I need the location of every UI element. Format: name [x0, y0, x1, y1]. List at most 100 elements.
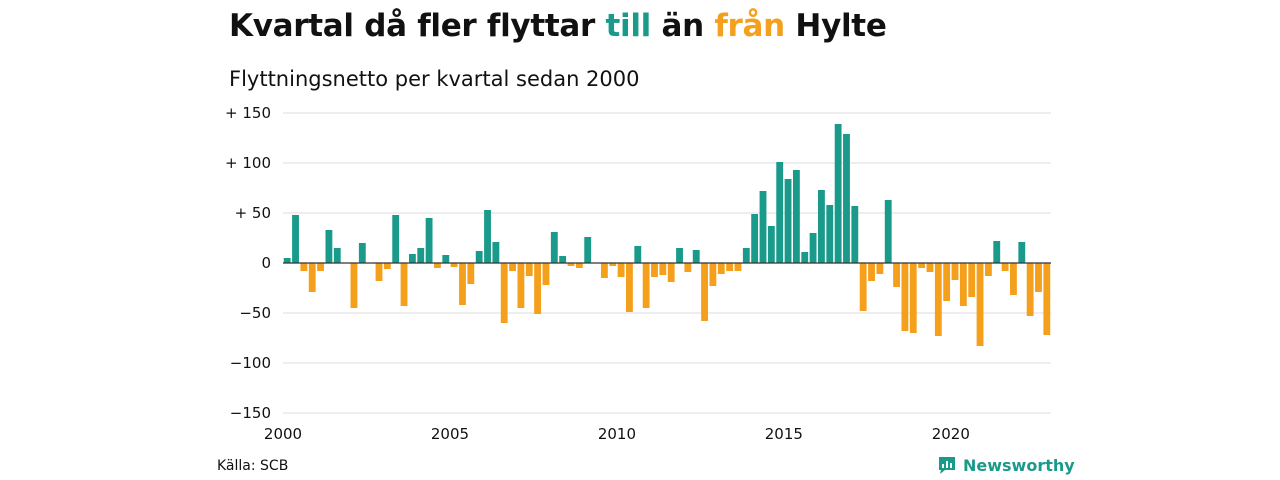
bar: [893, 263, 900, 287]
bar: [692, 250, 700, 263]
bar: [642, 263, 650, 308]
bar: [751, 214, 759, 263]
bar: [534, 263, 542, 314]
bar: [575, 263, 583, 268]
bar: [417, 248, 425, 263]
bar: [1026, 263, 1034, 316]
bar: [350, 263, 358, 308]
bar: [408, 254, 416, 263]
bar: [600, 263, 608, 278]
title-part-2: än: [650, 8, 715, 44]
title-till-word: till: [605, 8, 651, 44]
bar: [542, 263, 550, 285]
bar: [976, 263, 984, 346]
bar: [400, 263, 408, 306]
newsworthy-logo-icon: [939, 457, 955, 474]
bar: [667, 263, 675, 282]
bar: [609, 263, 617, 266]
bar: [684, 263, 692, 272]
bar: [909, 263, 917, 333]
bar: [1010, 263, 1017, 295]
bar: [459, 263, 466, 305]
y-tick-label: −150: [230, 404, 271, 422]
y-tick-label: + 100: [225, 154, 271, 172]
x-tick-label: 2020: [932, 425, 970, 443]
bar: [358, 243, 366, 263]
bar: [676, 248, 683, 263]
bar: [801, 252, 809, 263]
bar: [934, 263, 942, 336]
bar: [634, 246, 642, 263]
title-part-3: Hylte: [784, 8, 887, 44]
bar: [442, 255, 450, 263]
bar: [884, 200, 892, 263]
bar: [851, 206, 859, 263]
bar: [375, 263, 383, 281]
x-tick-label: 2015: [765, 425, 803, 443]
bar: [959, 263, 967, 306]
bar: [383, 263, 391, 269]
bar: [626, 263, 633, 312]
y-tick-label: + 150: [225, 104, 271, 122]
brand-logo[interactable]: Newsworthy: [937, 455, 1075, 475]
bar: [617, 263, 625, 277]
bar: [792, 170, 800, 263]
bar: [333, 248, 341, 263]
y-tick-label: −100: [230, 354, 271, 372]
bar: [759, 191, 767, 263]
bar: [984, 263, 992, 276]
source-label: Källa: SCB: [217, 458, 289, 474]
y-tick-label: + 50: [235, 204, 271, 222]
bar: [1001, 263, 1009, 271]
x-tick-label: 2000: [264, 425, 302, 443]
bar: [450, 263, 458, 267]
bar: [709, 263, 717, 286]
bar: [926, 263, 934, 272]
bar: [492, 242, 500, 263]
bar: [826, 205, 834, 263]
bar: [951, 263, 959, 280]
bar: [809, 233, 817, 263]
bar: [767, 226, 775, 263]
bar: [308, 263, 316, 292]
bar: [818, 190, 825, 263]
bar: [300, 263, 308, 271]
bar: [834, 124, 842, 263]
bar: [550, 232, 558, 263]
bar: [467, 263, 475, 284]
bar: [525, 263, 533, 276]
bar: [317, 263, 324, 271]
bar: [517, 263, 525, 308]
bar: [651, 263, 658, 277]
x-tick-label: 2010: [598, 425, 636, 443]
brand-name: Newsworthy: [963, 455, 1075, 475]
bar: [784, 179, 792, 263]
bar: [701, 263, 708, 321]
bar: [392, 215, 400, 263]
bar: [968, 263, 976, 297]
bar: [509, 263, 516, 271]
bar: [1043, 263, 1051, 335]
bar: [734, 263, 742, 271]
chart-title: Kvartal då fler flyttar till än från Hyl…: [229, 8, 887, 44]
title-part-1: Kvartal då fler flyttar: [229, 8, 606, 44]
bar: [918, 263, 926, 268]
chart-subtitle: Flyttningsnetto per kvartal sedan 2000: [229, 67, 640, 91]
bar: [659, 263, 667, 275]
bar: [859, 263, 867, 311]
bar: [567, 263, 575, 266]
bar: [325, 230, 333, 263]
bar: [434, 263, 441, 268]
title-fran-word: från: [714, 8, 785, 44]
bar: [484, 210, 491, 263]
bar: [876, 263, 884, 274]
bar: [776, 162, 784, 263]
bar: [1035, 263, 1042, 292]
y-tick-label: 0: [261, 254, 271, 272]
y-tick-label: −50: [239, 304, 271, 322]
bar: [425, 218, 433, 263]
bar: [1018, 242, 1026, 263]
bar: [993, 241, 1001, 263]
bar: [726, 263, 734, 271]
